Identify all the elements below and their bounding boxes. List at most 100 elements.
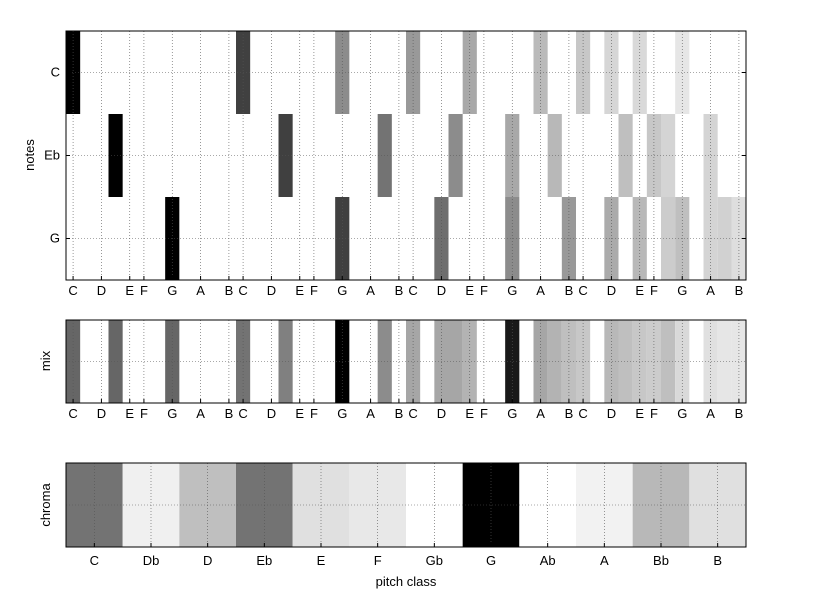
note-cell (448, 114, 463, 197)
x-tick-label: F (140, 283, 148, 298)
mix-cell (448, 320, 463, 403)
x-tick-label: A (196, 406, 205, 421)
x-tick-label: C (68, 283, 77, 298)
vertical-gridlines (72, 320, 740, 403)
x-tick-label: C (408, 406, 417, 421)
x-tick-label: B (735, 283, 744, 298)
mix-frame (65, 319, 747, 404)
note-cell (618, 114, 633, 197)
mix-cell (703, 320, 718, 403)
x-tick-label: G (507, 283, 517, 298)
note-cell (675, 31, 690, 114)
x-tick-label: G (677, 406, 687, 421)
x-tick-label: A (366, 283, 375, 298)
x-tick-label: E (465, 283, 474, 298)
y-tick-label: C (51, 65, 60, 80)
x-tick-label: D (437, 283, 446, 298)
y-tick-label: Eb (44, 148, 60, 163)
note-cell (547, 114, 562, 197)
mix-cell (661, 320, 676, 403)
note-cell (646, 114, 661, 197)
notes-y-tick-labels: C Eb G (44, 65, 746, 246)
note-cell (462, 31, 477, 114)
note-cell (505, 114, 520, 197)
note-cell (661, 114, 676, 197)
x-tick-label: D (607, 283, 616, 298)
x-tick-label: B (395, 406, 404, 421)
chroma-x-axis-label: pitch class (376, 574, 437, 589)
x-tick-label: E (295, 283, 304, 298)
x-tick-label: G (486, 553, 496, 568)
note-cell (717, 197, 732, 280)
x-tick-label: C (68, 406, 77, 421)
x-tick-label: F (480, 406, 488, 421)
x-tick-label: F (310, 406, 318, 421)
x-tick-label: C (238, 283, 247, 298)
x-tick-label: C (408, 283, 417, 298)
y-tick-label: G (50, 231, 60, 246)
x-tick-label: C (578, 283, 587, 298)
x-tick-label: E (635, 406, 644, 421)
x-tick-label: A (536, 406, 545, 421)
x-tick-label: D (203, 553, 212, 568)
x-tick-label: E (635, 283, 644, 298)
x-tick-label: A (366, 406, 375, 421)
x-tick-label: B (713, 553, 722, 568)
x-tick-label: D (97, 283, 106, 298)
x-tick-label: A (536, 283, 545, 298)
x-tick-label: G (337, 283, 347, 298)
x-tick-label: D (97, 406, 106, 421)
x-tick-label: B (395, 283, 404, 298)
x-tick-label: C (238, 406, 247, 421)
note-cell (604, 31, 619, 114)
notes-y-axis-label: notes (22, 139, 37, 171)
x-tick-label: Gb (426, 553, 443, 568)
mix-cell (406, 320, 421, 403)
x-tick-label: A (196, 283, 205, 298)
mix-cell (108, 320, 123, 403)
x-tick-label: E (125, 406, 134, 421)
mix-cell (462, 320, 477, 403)
x-tick-label: F (650, 283, 658, 298)
mix-cell (717, 320, 732, 403)
x-tick-label: B (565, 406, 574, 421)
mix-cell (618, 320, 633, 403)
x-tick-label: F (140, 406, 148, 421)
x-tick-label: E (317, 553, 326, 568)
x-tick-label: A (706, 283, 715, 298)
x-tick-label: G (167, 406, 177, 421)
mix-cell (675, 320, 690, 403)
x-tick-label: G (337, 406, 347, 421)
mix-cell (505, 320, 520, 403)
note-cell (66, 31, 81, 114)
mix-cell (561, 320, 576, 403)
note-cell (406, 31, 421, 114)
chroma-x-tick-labels: C Db D Eb E F Gb G Ab A Bb B (90, 543, 722, 568)
x-tick-label: G (507, 406, 517, 421)
x-tick-label: C (90, 553, 99, 568)
note-cell (576, 31, 591, 114)
x-tick-label: D (267, 406, 276, 421)
note-cell (703, 114, 718, 197)
mix-cell (66, 320, 81, 403)
x-tick-label: Bb (653, 553, 669, 568)
note-cell (661, 197, 676, 280)
x-tick-label: F (310, 283, 318, 298)
x-tick-label: C (578, 406, 587, 421)
x-tick-label: D (267, 283, 276, 298)
x-tick-label: B (565, 283, 574, 298)
mix-cell (576, 320, 591, 403)
mix-cell (547, 320, 562, 403)
mix-y-axis-label: mix (38, 350, 53, 371)
x-tick-label: E (125, 283, 134, 298)
x-tick-label: G (677, 283, 687, 298)
x-tick-label: Eb (256, 553, 272, 568)
x-tick-label: D (607, 406, 616, 421)
chroma-frame (65, 462, 747, 548)
